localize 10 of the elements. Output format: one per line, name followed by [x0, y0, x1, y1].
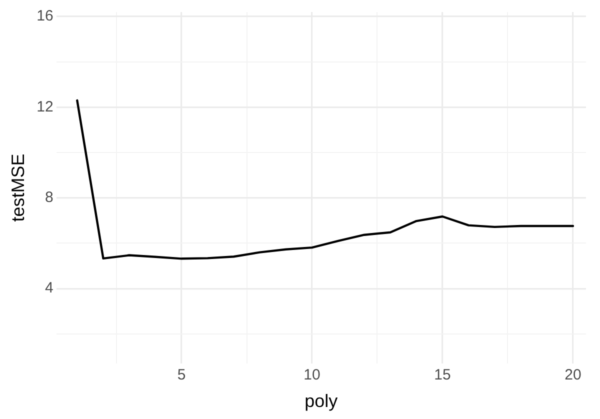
y-tick-label: 12: [36, 98, 54, 116]
x-tick-label: 15: [434, 366, 451, 384]
x-tick-label: 10: [304, 366, 320, 384]
y-tick-label: 8: [44, 189, 54, 206]
x-axis-title: poly: [304, 391, 338, 412]
x-tick-label: 5: [177, 366, 186, 384]
x-tick-label: 20: [564, 366, 582, 384]
y-tick-label: 16: [36, 8, 54, 25]
y-tick-label: 4: [44, 280, 54, 297]
y-axis-title: testMSE: [8, 154, 28, 222]
